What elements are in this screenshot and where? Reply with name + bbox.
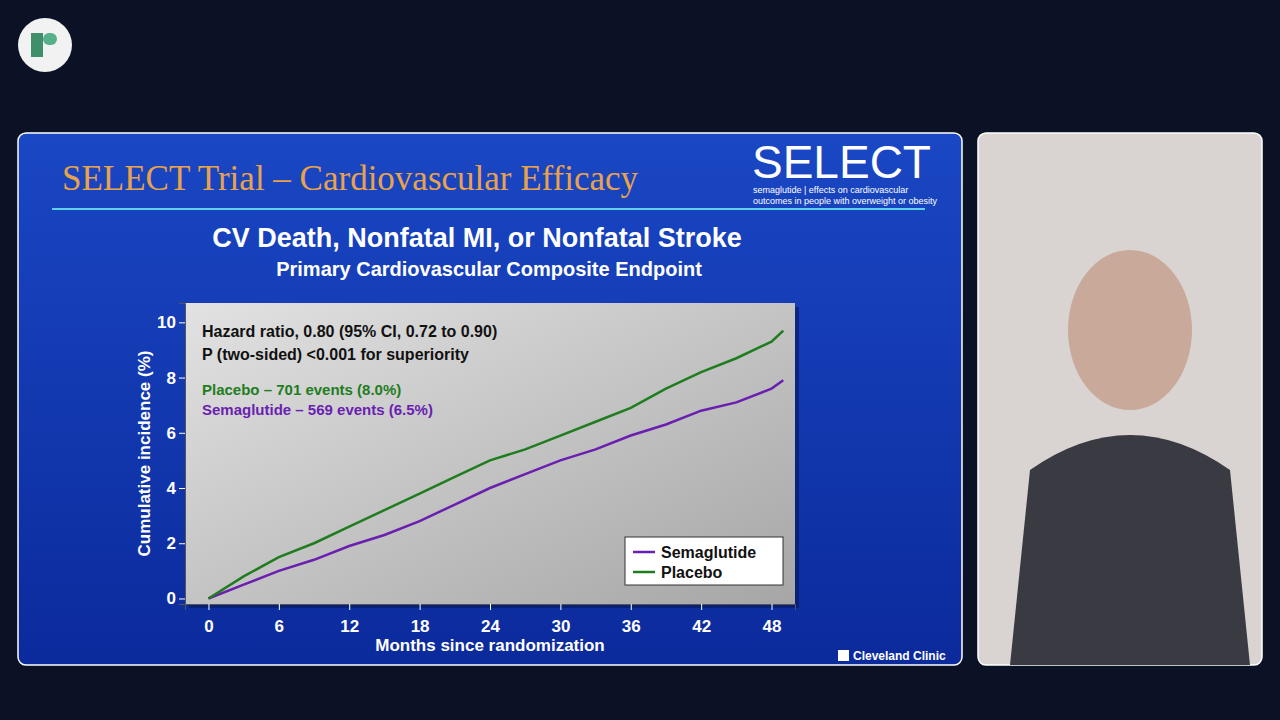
series-group <box>208 331 783 599</box>
logo: SELECT <box>752 136 931 188</box>
y-tick: 2 <box>167 534 185 553</box>
channel-logo-mark <box>31 33 43 57</box>
legend-swatch <box>633 571 655 574</box>
legend-swatch <box>633 551 655 554</box>
x-tick-mark <box>631 604 632 610</box>
x-tick: 42 <box>692 604 711 636</box>
presenter-video <box>978 133 1262 665</box>
x-tick-label: 6 <box>275 617 284 636</box>
title-rule <box>52 208 925 210</box>
y-tick-label: 0 <box>167 589 176 608</box>
y-tick-label: 10 <box>157 313 176 332</box>
x-tick: 24 <box>481 604 500 636</box>
y-tick-mark <box>179 378 185 379</box>
annotation: Hazard ratio, 0.80 (95% CI, 0.72 to 0.90… <box>202 323 497 340</box>
page: SELECT Trial – Cardiovascular Efficacy SE… <box>0 0 1280 720</box>
y-tick-label: 2 <box>167 534 176 553</box>
x-tick-label: 30 <box>551 617 570 636</box>
x-tick-label: 24 <box>481 617 500 636</box>
y-tick-label: 4 <box>167 479 177 498</box>
y-axis-title: Cumulative incidence (%) <box>135 351 154 557</box>
y-tick-label: 6 <box>167 424 176 443</box>
presenter-head <box>1068 250 1192 410</box>
y-tick: 8 <box>167 368 185 387</box>
footer: Cleveland Clinic <box>853 649 946 663</box>
legend-label: Placebo <box>661 564 723 581</box>
x-axis: 0 6 12 18 24 30 36 42 48 <box>186 604 796 636</box>
legend-label: Semaglutide <box>661 544 756 561</box>
x-tick-mark <box>349 604 350 610</box>
slide <box>18 133 962 665</box>
x-tick-label: 36 <box>622 617 641 636</box>
series-line <box>208 331 783 599</box>
slide-title: SELECT Trial – Cardiovascular Efficacy <box>62 159 639 198</box>
annotation: P (two-sided) <0.001 for superiority <box>202 346 469 363</box>
x-tick-label: 42 <box>692 617 711 636</box>
x-tick-mark <box>701 604 702 610</box>
x-tick-mark <box>208 604 209 610</box>
x-axis-line <box>186 605 796 611</box>
y-tick: 6 <box>167 424 185 443</box>
x-tick-label: 0 <box>204 617 213 636</box>
legend-box <box>625 537 783 585</box>
x-tick-mark <box>772 604 773 610</box>
plot-area <box>185 303 795 604</box>
x-tick-mark <box>560 604 561 610</box>
background <box>0 0 1280 720</box>
y-tick: 4 <box>167 479 185 498</box>
x-axis-title: Months since randomization <box>375 636 605 655</box>
x-tick: 6 <box>275 604 284 636</box>
footer-icon <box>838 650 849 661</box>
y-axis: 0 2 4 6 8 10 <box>157 304 185 609</box>
y-tick-mark <box>179 488 185 489</box>
y-tick-label: 8 <box>167 368 176 387</box>
y-axis-line <box>179 304 186 605</box>
x-tick: 36 <box>622 604 641 636</box>
y-tick-mark <box>179 598 185 599</box>
x-tick-label: 12 <box>340 617 359 636</box>
y-tick: 0 <box>167 589 185 608</box>
x-tick: 12 <box>340 604 359 636</box>
y-tick-mark <box>179 433 185 434</box>
x-tick-mark <box>490 604 491 610</box>
legend: Semaglutide Placebo <box>625 537 783 585</box>
x-tick-mark <box>420 604 421 610</box>
logo-caption: semaglutide | effects on cardiovascular <box>753 185 908 195</box>
logo-caption: outcomes in people with overweight or ob… <box>753 196 938 206</box>
chart-title: CV Death, Nonfatal MI, or Nonfatal Strok… <box>212 223 742 253</box>
x-tick-mark <box>279 604 280 610</box>
x-tick-label: 18 <box>411 617 430 636</box>
annotation: Semaglutide – 569 events (6.5%) <box>202 401 433 418</box>
presenter-body <box>1010 435 1250 665</box>
y-tick-mark <box>179 543 185 544</box>
annotation: Placebo – 701 events (8.0%) <box>202 381 401 398</box>
y-tick-mark <box>179 322 185 323</box>
x-tick: 0 <box>204 604 213 636</box>
x-tick: 18 <box>411 604 430 636</box>
x-tick: 30 <box>551 604 570 636</box>
x-tick-label: 48 <box>763 617 782 636</box>
channel-logo-mark <box>43 33 57 45</box>
channel-logo <box>18 18 72 72</box>
chart-subtitle: Primary Cardiovascular Composite Endpoin… <box>276 258 702 280</box>
y-tick: 10 <box>157 313 185 332</box>
x-tick: 48 <box>763 604 782 636</box>
